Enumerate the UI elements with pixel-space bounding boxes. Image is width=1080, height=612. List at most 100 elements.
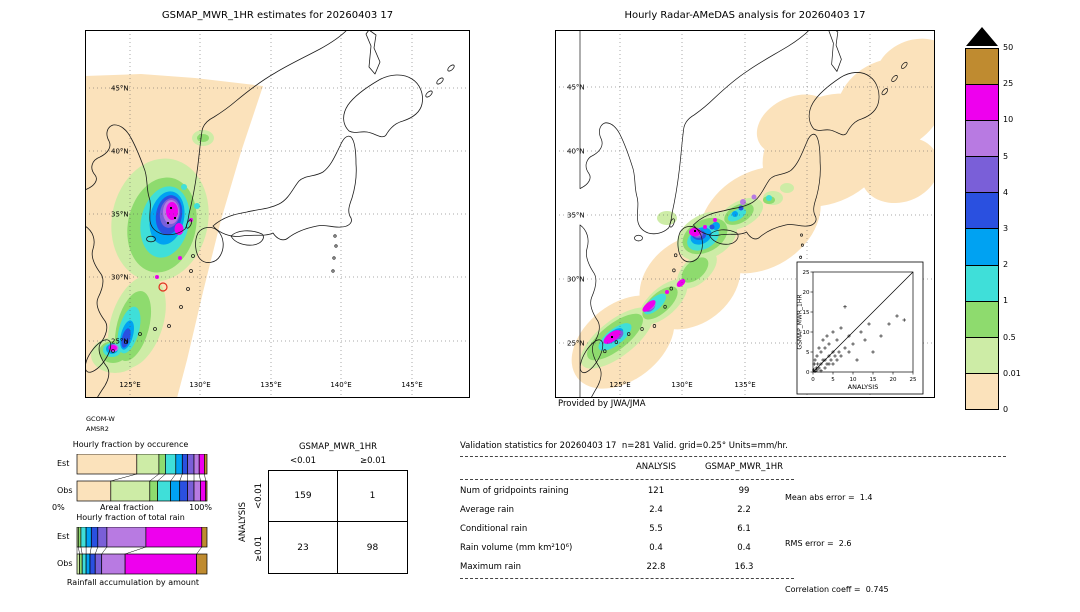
contingency-col-label: ≥0.01 (359, 456, 387, 466)
stats-row-label: Maximum rain (460, 561, 522, 572)
stats-gsmap-value: 6.1 (737, 523, 751, 534)
bar-segment (198, 454, 205, 475)
totalrain-est-label: Est (57, 532, 70, 541)
radar-analysis-map: 45°N 40°N 35°N 30°N 25°N 125°E 130°E 135… (555, 30, 935, 398)
lon-label: 125°E (119, 381, 140, 389)
stats-analysis-value: 5.5 (649, 523, 663, 534)
skill-scores: Mean abs error = 1.4 RMS error = 2.6 Cor… (785, 459, 922, 612)
inset-x-tick: 5 (831, 377, 835, 383)
occurrence-est-label: Est (57, 459, 70, 468)
bar-segment (181, 454, 188, 475)
colorbar-tick-label: 0.5 (1003, 332, 1016, 342)
lon-label: 140°E (330, 381, 351, 389)
colorbar-tick-label: 0 (1003, 405, 1009, 414)
occurrence-obs-label: Obs (57, 486, 73, 495)
inset-x-tick: 0 (811, 377, 815, 383)
colorbar-segment (966, 120, 998, 157)
colorbar-tick-label: 50 (1003, 43, 1014, 52)
lon-label: 130°E (189, 381, 210, 389)
bar-segment (187, 454, 195, 475)
lon-label: 130°E (671, 381, 692, 389)
bar-segment (89, 553, 96, 575)
bar-segment (193, 454, 200, 475)
stats-analysis-value: 121 (647, 485, 665, 496)
bar-connector (78, 546, 80, 555)
bar-segment (77, 527, 82, 548)
bar-segment (124, 553, 197, 575)
bar-segment (94, 553, 103, 575)
bar-segment (97, 527, 108, 548)
stats-col-analysis: ANALYSIS (635, 462, 677, 472)
colorbar-segment (966, 228, 998, 265)
stats-analysis-value: 2.4 (649, 504, 663, 515)
bar-segment (110, 480, 151, 502)
bar-connector (196, 546, 203, 555)
colorbar-segment (966, 156, 998, 193)
colorbar-labels: 50 25 10 5 4 3 2 1 0.5 0.01 0 (1003, 43, 1045, 414)
bar-connector (179, 473, 183, 482)
colorbar-tick-label: 10 (1003, 115, 1014, 125)
bar-segment (76, 480, 112, 502)
colorbar-segment (966, 336, 998, 373)
bar-connector (80, 546, 83, 555)
bar-segment (170, 480, 181, 502)
lon-label: 135°E (734, 381, 755, 389)
bar-connector (204, 473, 206, 482)
lat-label: 30°N (111, 274, 129, 282)
bar-segment (80, 527, 87, 548)
contingency-row-label: ≥0.01 (254, 535, 264, 563)
bar-segment (158, 454, 166, 475)
contingency-col-label: <0.01 (289, 456, 317, 466)
stats-gsmap-value: 99 (738, 485, 750, 496)
lon-label: 125°E (609, 381, 630, 389)
bar-segment (204, 454, 208, 475)
totalrain-caption: Rainfall accumulation by amount (66, 578, 200, 587)
stats-gsmap-value: 0.4 (737, 542, 751, 553)
precip-extreme-layer (167, 207, 176, 224)
bar-connector (198, 473, 201, 482)
stats-gsmap-value: 16.3 (734, 561, 754, 572)
score-line: Correlation coeff = 0.745 (785, 585, 889, 595)
colorbar-tick-label: 1 (1003, 296, 1009, 306)
inset-xlabel: ANALYSIS (848, 383, 879, 391)
stats-row: Rain volume (mm km²10⁶) 0.4 0.4 (460, 538, 794, 557)
colorbar-tick-label: 25 (1003, 79, 1014, 89)
bar-connector (101, 546, 108, 555)
contingency-cell-miss: 23 (269, 522, 338, 573)
inset-y-tick: 20 (803, 290, 810, 296)
stats-row-label: Rain volume (mm km²10⁶) (460, 542, 573, 553)
sensor-instrument: AMSR2 (86, 424, 109, 433)
occurrence-axis: 0% Areal fraction 100% (52, 503, 212, 512)
map-frame (555, 30, 935, 398)
inset-scatter-plot: 00 5 5 10 10 15 15 20 20 25 25 (803, 270, 917, 383)
colorbar-segment (966, 372, 998, 409)
colorbar-segment (966, 84, 998, 121)
stats-gsmap-value: 2.2 (737, 504, 751, 515)
lat-label: 25°N (111, 338, 129, 346)
map-tick-labels: 45°N 40°N 35°N 30°N 25°N 125°E 130°E 135… (111, 85, 423, 390)
stats-analysis-value: 22.8 (646, 561, 666, 572)
divider (460, 578, 794, 579)
bar-segment (149, 480, 158, 502)
gsmap-map-title: GSMAP_MWR_1HR estimates for 20260403 17 (161, 10, 394, 21)
contingency-cell-hit-none: 159 (269, 471, 338, 522)
lat-label: 35°N (111, 211, 129, 219)
lat-label: 40°N (111, 148, 129, 156)
bar-segment (101, 553, 126, 575)
sensor-label: GCOM-W AMSR2 (86, 415, 115, 435)
stats-row: Maximum rain 22.8 16.3 (460, 557, 794, 576)
bar-connector (149, 473, 160, 482)
axis-min: 0% (52, 503, 65, 512)
totalrain-chart-title: Hourly fraction of total rain (76, 513, 185, 522)
map-frame (85, 30, 470, 398)
map-tick-labels: 45°N 40°N 35°N 30°N 25°N 125°E 130°E 135… (567, 84, 756, 390)
stats-row-label: Num of gridpoints raining (460, 485, 569, 496)
bar-segment (157, 480, 171, 502)
axis-label: Areal fraction (99, 503, 154, 512)
inset-x-tick: 20 (890, 377, 897, 383)
stats-table: Num of gridpoints raining 121 99 Average… (460, 481, 794, 576)
sensor-platform: GCOM-W (86, 415, 115, 423)
colorbar-tick-label: 3 (1003, 224, 1009, 233)
colorbar-tick-label: 2 (1003, 260, 1009, 270)
